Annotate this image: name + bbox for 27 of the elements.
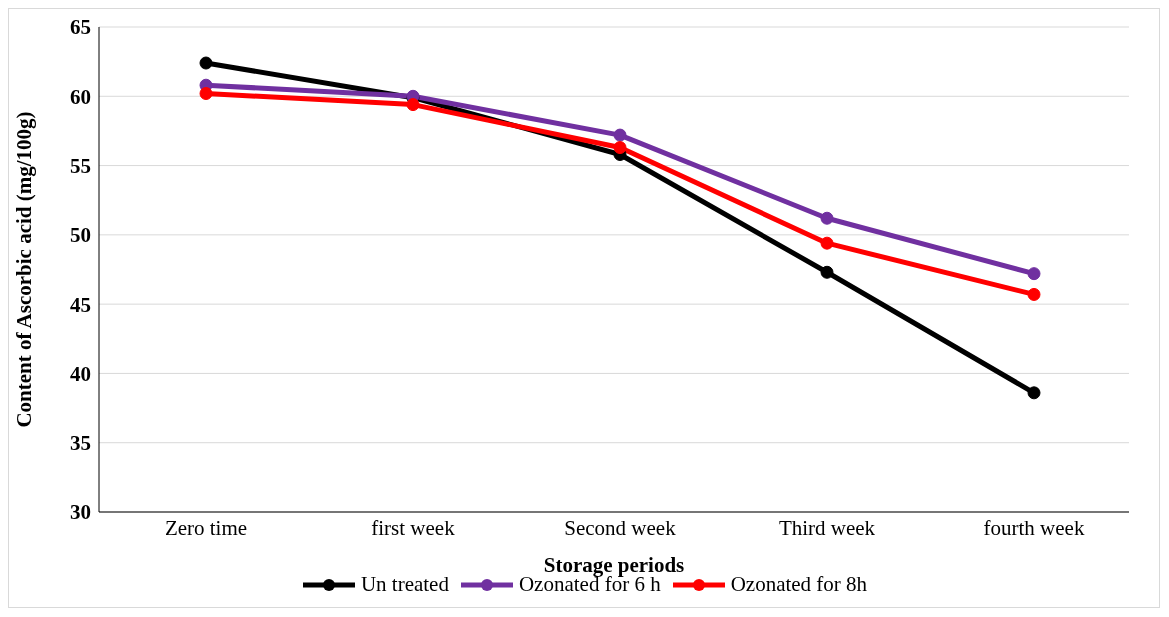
point: [820, 265, 834, 279]
x-tick-label: first week: [371, 515, 456, 540]
y-tick-label: 35: [70, 431, 91, 456]
y-axis-title: Content of Ascorbic acid (mg/100g): [12, 111, 37, 428]
point: [199, 56, 213, 70]
y-tick-label: 40: [70, 361, 91, 386]
y-tick-label: 55: [70, 154, 91, 179]
y-tick-label: 45: [70, 292, 91, 317]
y-tick-label: 65: [70, 15, 91, 40]
y-tick-label: 50: [70, 223, 91, 248]
point: [1027, 386, 1041, 400]
legend-label: Un treated: [360, 572, 449, 597]
point: [199, 87, 213, 101]
x-tick-label: Second week: [564, 515, 677, 540]
point: [406, 98, 420, 112]
point: [820, 211, 834, 225]
x-tick-label: Third week: [778, 515, 876, 540]
point: [613, 128, 627, 142]
legend-label: Ozonated for 8h: [730, 572, 868, 597]
point: [1027, 267, 1041, 281]
x-tick-label: Zero time: [164, 515, 248, 540]
point: [1027, 287, 1041, 301]
x-tick-label: fourth week: [983, 515, 1085, 540]
point: [613, 141, 627, 155]
point: [820, 236, 834, 250]
y-tick-label: 30: [70, 500, 91, 525]
y-tick-label: 60: [70, 84, 91, 109]
